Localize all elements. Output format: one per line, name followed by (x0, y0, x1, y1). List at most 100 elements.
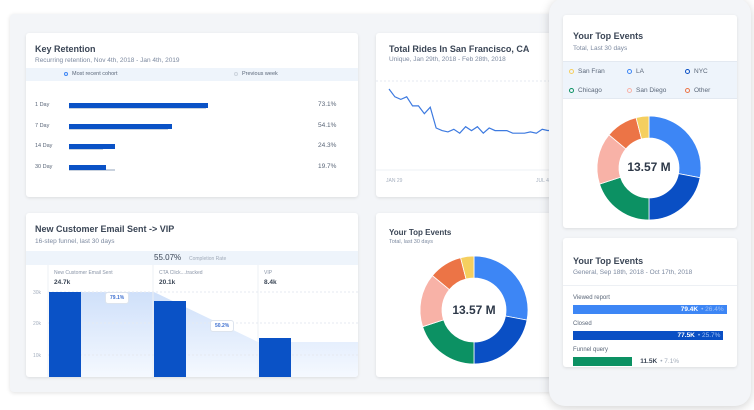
previous-week-bar (69, 127, 168, 130)
card-title: Your Top Events (573, 256, 644, 266)
legend-grid (563, 61, 737, 99)
event-value: 77.5K • 25.7% (678, 332, 721, 339)
legend-label: Chicago (578, 87, 602, 94)
donut-total: 13.57 M (452, 303, 496, 317)
card-subtitle: 16-step funnel, last 30 days (35, 238, 115, 245)
retention-row-label: 30 Day (35, 163, 53, 170)
legend-label: Most recent cohort (72, 71, 118, 77)
legend-item-la[interactable]: LA (627, 68, 644, 75)
donut-slice-nyc (648, 173, 701, 221)
legend-most-recent[interactable]: Most recent cohort (64, 71, 118, 77)
legend-previous-week[interactable]: Previous week (234, 71, 278, 77)
event-bar[interactable] (573, 331, 724, 340)
key-retention-card[interactable]: Key Retention Recurring retention, Nov 4… (26, 33, 358, 197)
event-percent: • 25.7% (697, 332, 721, 339)
retention-bar[interactable] (69, 123, 172, 129)
retention-value: 73.1% (318, 101, 337, 108)
funnel-step-label: CTA Click....tracked (159, 270, 203, 276)
legend-dot-icon (627, 87, 632, 93)
legend-label: NYC (694, 68, 708, 75)
legend-dot-icon (64, 71, 68, 76)
event-count: 11.5K (640, 358, 658, 365)
legend-item-nyc[interactable]: NYC (685, 68, 708, 75)
event-bar[interactable] (573, 305, 727, 314)
event-bar[interactable] (573, 357, 633, 366)
legend-label: San Diego (636, 87, 667, 94)
event-percent: • 26.4% (701, 306, 724, 313)
y-tick: 20k (33, 321, 42, 327)
event-label: Viewed report (573, 295, 610, 301)
rides-line-chart (376, 80, 556, 171)
legend-dot-icon (234, 71, 238, 76)
retention-bar[interactable] (69, 164, 107, 170)
legend-label: Other (694, 87, 711, 94)
funnel-area (80, 292, 358, 377)
card-subtitle: Unique, Jan 29th, 2018 - Feb 28th, 2018 (389, 56, 506, 63)
legend-item-san-fran[interactable]: San Fran (569, 68, 605, 75)
funnel-bar[interactable] (259, 338, 291, 377)
card-title: Your Top Events (389, 228, 452, 237)
previous-week-bar (69, 107, 206, 109)
legend-item-san-diego[interactable]: San Diego (627, 87, 666, 94)
legend-label: Previous week (242, 71, 278, 77)
legend-dot-icon (685, 68, 690, 74)
retention-bar[interactable] (69, 103, 208, 108)
funnel-step-value: 8.4k (264, 279, 277, 286)
donut-slice-chicago (599, 176, 650, 221)
event-count: 77.5K (677, 332, 695, 339)
legend-item-other[interactable]: Other (685, 87, 710, 94)
completion-rate: 55.07% (154, 253, 182, 262)
total-rides-card[interactable]: Total Rides In San Francisco, CA Unique,… (376, 33, 556, 197)
x-tick: JAN 29 (386, 178, 403, 184)
card-title: New Customer Email Sent -> VIP (35, 224, 175, 234)
legend-dot-icon (685, 87, 690, 93)
donut-total: 13.57 M (627, 160, 671, 174)
event-value: 79.4K • 26.4% (681, 306, 724, 313)
funnel-step-label: VIP (264, 270, 273, 276)
conversion-badge: 50.2% (210, 320, 235, 332)
previous-week-bar (69, 148, 104, 150)
funnel-step-label: New Customer Email Sent (54, 270, 113, 276)
event-percent: • 7.1% (660, 358, 680, 365)
legend-item-chicago[interactable]: Chicago (569, 87, 602, 94)
x-tick: JUL 4 (536, 178, 549, 184)
retention-value: 24.3% (318, 142, 337, 149)
donut-slice-nyc (473, 315, 528, 365)
y-tick: 30k (33, 290, 42, 296)
general-events-card[interactable]: Your Top Events General, Sep 18th, 2018 … (563, 238, 737, 367)
retention-row-label: 1 Day (35, 102, 50, 108)
card-title: Your Top Events (573, 31, 644, 41)
card-title: Key Retention (35, 44, 96, 54)
mobile-top-events-card[interactable]: Your Top Events Total, Last 30 days San … (563, 15, 737, 228)
card-subtitle: General, Sep 18th, 2018 - Oct 17th, 2018 (573, 269, 693, 276)
event-label: Funnel query (573, 347, 609, 353)
previous-week-bar (69, 168, 115, 171)
funnel-bar[interactable] (154, 301, 186, 377)
card-title: Total Rides In San Francisco, CA (389, 44, 530, 54)
legend-dot-icon (569, 87, 574, 93)
y-tick: 10k (33, 353, 42, 359)
card-subtitle: Total, Last 30 days (573, 45, 628, 52)
card-subtitle: Total, last 30 days (389, 239, 434, 245)
card-subtitle: Recurring retention, Nov 4th, 2018 - Jan… (35, 57, 180, 64)
event-label: Closed (573, 321, 592, 327)
legend-dot-icon (627, 68, 632, 74)
donut-slice-san-fran (635, 115, 650, 140)
event-value: 11.5K • 7.1% (640, 358, 679, 365)
funnel-step-value: 24.7k (54, 279, 71, 286)
funnel-bar[interactable] (49, 291, 81, 377)
conversion-badge: 79.1% (105, 292, 130, 304)
funnel-card[interactable]: New Customer Email Sent -> VIP 16-step f… (26, 213, 358, 377)
donut-slice-san-fran (460, 255, 475, 280)
legend-label: San Fran (578, 68, 605, 75)
rides-series-line (388, 88, 555, 135)
retention-bar[interactable] (69, 144, 116, 149)
divider (563, 285, 737, 286)
completion-label: Completion Rate (189, 256, 227, 262)
top-events-card[interactable]: Your Top Events Total, last 30 days 13.5… (376, 213, 556, 377)
legend-label: LA (636, 68, 644, 75)
event-count: 79.4K (680, 306, 699, 313)
retention-row-label: 7 Day (35, 122, 50, 129)
retention-value: 54.1% (318, 121, 337, 129)
funnel-step-value: 20.1k (159, 279, 176, 286)
